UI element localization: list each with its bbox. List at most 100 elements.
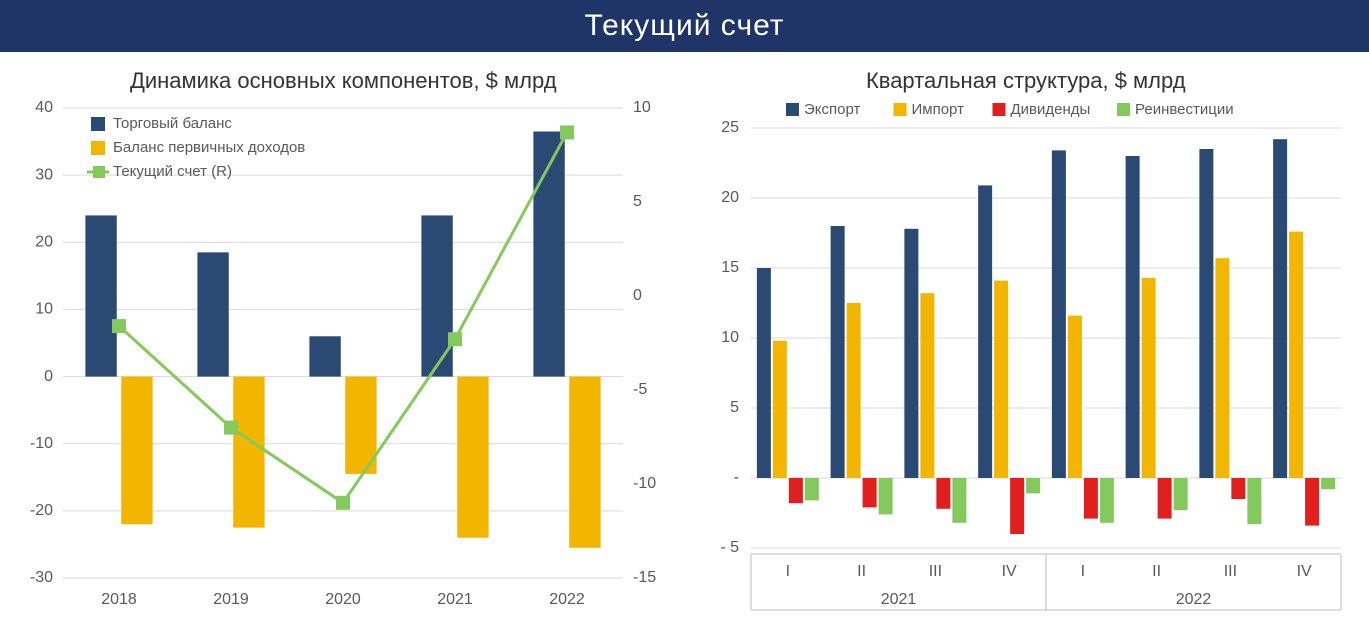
svg-text:20: 20 — [721, 189, 739, 206]
bar-export — [1125, 156, 1139, 478]
svg-text:Импорт: Импорт — [911, 101, 964, 118]
svg-text:-5: -5 — [633, 381, 647, 398]
bar-import — [920, 293, 934, 478]
svg-text:0: 0 — [44, 368, 53, 385]
right-chart-panel: Квартальная структура, $ млрд - 5 - 5 10 15 2… — [691, 62, 1362, 625]
svg-text:2019: 2019 — [213, 591, 249, 608]
bar-import — [1215, 258, 1229, 478]
svg-text:-15: -15 — [633, 569, 656, 586]
bar-export — [1273, 139, 1287, 478]
svg-text:2021: 2021 — [880, 591, 916, 608]
bar-primary-income — [457, 377, 488, 538]
svg-text:2022: 2022 — [1175, 591, 1211, 608]
svg-text:2022: 2022 — [549, 591, 585, 608]
svg-text:II: II — [857, 563, 866, 580]
bar-reinvest — [1321, 478, 1335, 489]
bar-dividends — [1083, 478, 1097, 519]
bar-import — [846, 303, 860, 478]
svg-text:30: 30 — [35, 166, 53, 183]
bar-dividends — [1231, 478, 1245, 499]
svg-text:15: 15 — [721, 259, 739, 276]
svg-text:5: 5 — [633, 193, 642, 210]
bar-primary-income — [569, 377, 600, 548]
svg-text:- 5: - 5 — [720, 539, 739, 556]
bar-import — [1289, 232, 1303, 478]
svg-text:Экспорт: Экспорт — [804, 101, 860, 118]
marker-current-account — [560, 125, 574, 139]
bar-reinvest — [1026, 478, 1040, 493]
left-chart-panel: Динамика основных компонентов, $ млрд -3… — [8, 62, 679, 625]
chart-row: Динамика основных компонентов, $ млрд -3… — [0, 52, 1369, 625]
svg-text:-10: -10 — [30, 435, 53, 452]
marker-current-account — [112, 319, 126, 333]
right-chart-body: - 5-510152025IIIIIIIVIIIIIIIV20212022Экс… — [691, 98, 1362, 625]
bar-reinvest — [878, 478, 892, 514]
bar-import — [772, 341, 786, 478]
marker-current-account — [224, 421, 238, 435]
svg-text:-30: -30 — [30, 569, 53, 586]
svg-text:Реинвестиции: Реинвестиции — [1135, 101, 1234, 118]
bar-trade-balance — [421, 215, 452, 376]
svg-text:I: I — [785, 563, 789, 580]
bar-dividends — [936, 478, 950, 509]
svg-text:20: 20 — [35, 234, 53, 251]
svg-text:Торговый баланс: Торговый баланс — [113, 115, 232, 132]
bar-import — [1067, 316, 1081, 478]
right-chart-svg: - 5-510152025IIIIIIIVIIIIIIIV20212022Экс… — [691, 98, 1361, 618]
right-chart-title: Квартальная структура, $ млрд — [691, 62, 1362, 98]
line-current-account — [119, 132, 567, 502]
svg-text:0: 0 — [633, 287, 642, 304]
svg-text:-: - — [733, 469, 738, 486]
svg-text:5: 5 — [730, 399, 739, 416]
left-chart-svg: -30 -20 -10 0 10 20 30 40 -15 -10 -5 0 5 10 2018 2019 20… — [8, 98, 678, 618]
bar-export — [978, 185, 992, 478]
svg-text:2021: 2021 — [437, 591, 473, 608]
bar-trade-balance — [197, 252, 228, 376]
bar-import — [994, 281, 1008, 478]
left-chart-body: -30 -20 -10 0 10 20 30 40 -15 -10 -5 0 5 10 2018 2019 20… — [8, 98, 679, 625]
bar-reinvest — [1099, 478, 1113, 523]
legend: Торговый баланс Баланс первичных доходов Т… — [87, 115, 305, 180]
svg-text:-20: -20 — [30, 502, 53, 519]
svg-text:10: 10 — [721, 329, 739, 346]
bar-reinvest — [1173, 478, 1187, 510]
bar-export — [1051, 150, 1065, 478]
svg-text:III: III — [1223, 563, 1236, 580]
page-header: Текущий счет — [0, 0, 1369, 52]
svg-text:Баланс первичных доходов: Баланс первичных доходов — [113, 139, 305, 156]
svg-text:40: 40 — [35, 99, 53, 116]
bar-trade-balance — [309, 336, 340, 376]
bar-reinvest — [1247, 478, 1261, 524]
bar-dividends — [862, 478, 876, 507]
svg-text:IV: IV — [1296, 563, 1311, 580]
bar-import — [1141, 278, 1155, 478]
svg-text:10: 10 — [35, 301, 53, 318]
bar-export — [904, 229, 918, 478]
bar-reinvest — [804, 478, 818, 500]
bar-trade-balance — [85, 215, 116, 376]
page-title: Текущий счет — [584, 9, 784, 43]
svg-text:Текущий счет (R): Текущий счет (R) — [113, 163, 232, 180]
bar-primary-income — [121, 377, 152, 525]
bar-export — [830, 226, 844, 478]
svg-text:25: 25 — [721, 119, 739, 136]
left-chart-title: Динамика основных компонентов, $ млрд — [8, 62, 679, 98]
svg-text:IV: IV — [1001, 563, 1016, 580]
legend: Экспорт Импорт Дивиденды Реинвестиции — [786, 101, 1234, 118]
bar-reinvest — [952, 478, 966, 523]
svg-text:10: 10 — [633, 99, 651, 116]
svg-text:Дивиденды: Дивиденды — [1010, 101, 1090, 118]
bar-primary-income — [233, 377, 264, 528]
svg-text:II: II — [1152, 563, 1161, 580]
svg-text:2020: 2020 — [325, 591, 361, 608]
marker-current-account — [448, 332, 462, 346]
svg-text:2018: 2018 — [101, 591, 137, 608]
bar-dividends — [788, 478, 802, 503]
svg-text:I: I — [1080, 563, 1084, 580]
bar-dividends — [1305, 478, 1319, 526]
svg-text:III: III — [928, 563, 941, 580]
bar-export — [756, 268, 770, 478]
bar-dividends — [1157, 478, 1171, 519]
svg-text:-10: -10 — [633, 475, 656, 492]
bar-export — [1199, 149, 1213, 478]
